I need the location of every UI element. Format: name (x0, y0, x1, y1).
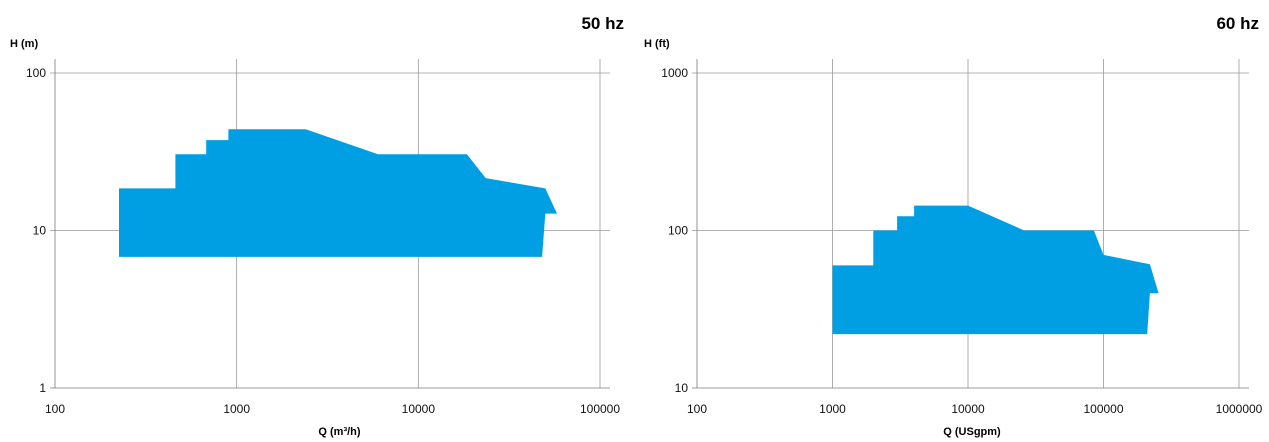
x-tick-label: 100000 (580, 402, 620, 416)
y-tick-label: 1 (39, 381, 46, 395)
frequency-title: 50 hz (581, 14, 624, 33)
x-tick-label: 1000 (819, 402, 846, 416)
y-tick-label: 10 (675, 381, 689, 395)
chart-50hz: 100 1000 10000 100000 1 10 100 H (m) Q (m³/h) 50 … (0, 0, 634, 442)
y-tick-label: 100 (26, 66, 46, 80)
x-tick-label: 1000 (223, 402, 250, 416)
x-axis-label: Q (m³/h) (318, 426, 360, 438)
operating-range-area (119, 129, 557, 257)
y-axis-label: H (ft) (644, 38, 670, 50)
frequency-title: 60 hz (1216, 14, 1259, 33)
chart-50hz-svg: 100 1000 10000 100000 1 10 100 H (m) Q (m³/h) 50 … (10, 14, 624, 438)
x-tick-label: 100 (45, 402, 65, 416)
y-tick-label: 100 (668, 224, 688, 238)
y-tick-label: 10 (33, 224, 47, 238)
x-tick-label: 100000 (1083, 402, 1123, 416)
chart-60hz: 100 1000 10000 100000 1000000 10 100 1000 H (ft)… (634, 0, 1269, 442)
x-tick-label: 100 (687, 402, 707, 416)
x-tick-label: 1000000 (1216, 402, 1263, 416)
y-tick-label: 1000 (661, 66, 688, 80)
y-axis-label: H (m) (10, 38, 38, 50)
x-axis-label: Q (USgpm) (943, 426, 1001, 438)
x-tick-label: 10000 (402, 402, 436, 416)
chart-60hz-svg: 100 1000 10000 100000 1000000 10 100 1000 H (ft)… (644, 14, 1263, 438)
operating-range-area (832, 205, 1159, 335)
x-tick-label: 10000 (951, 402, 985, 416)
